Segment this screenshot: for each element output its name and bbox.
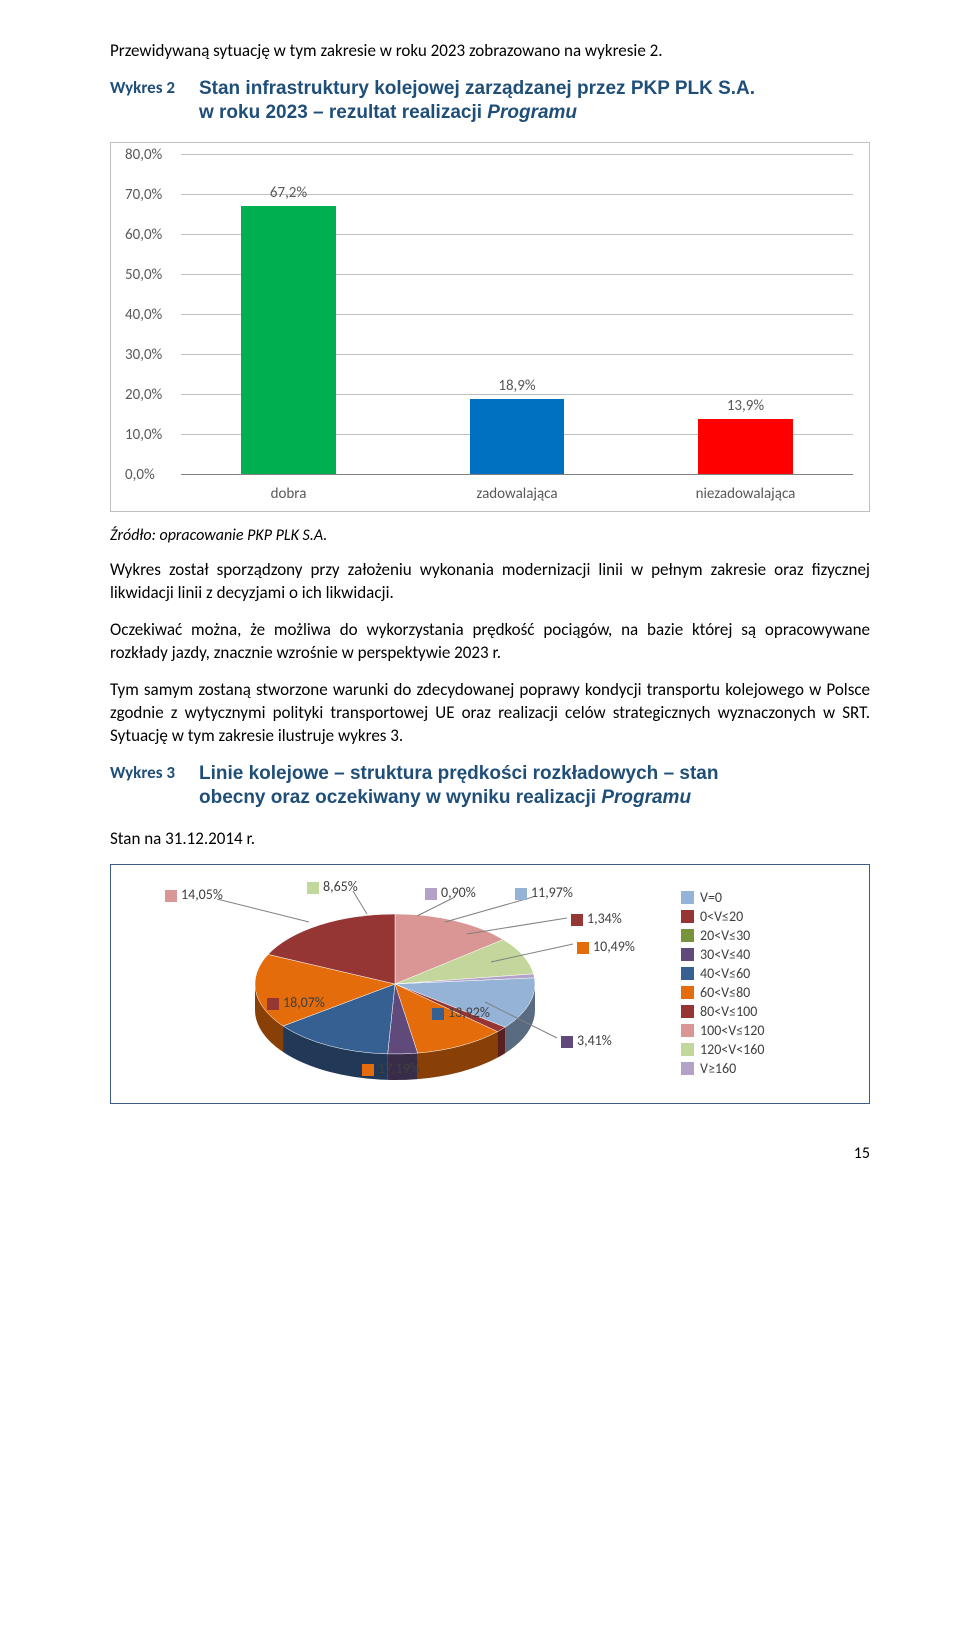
legend-item: 120<V<160 — [681, 1041, 831, 1058]
legend-item: 30<V≤40 — [681, 946, 831, 963]
wykres2-title-line1: Stan infrastruktury kolejowej zarządzane… — [199, 78, 755, 99]
pie-legend: V=0 0<V≤20 20<V≤30 30<V≤40 40<V≤60 60<V≤80 80<… — [681, 889, 831, 1079]
wykres2-header: Wykres 2 Stan infrastruktury kolejowej z… — [110, 77, 870, 125]
legend-item: 20<V≤30 — [681, 927, 831, 944]
bar-ytick: 30,0% — [125, 346, 162, 364]
legend-item: V≥160 — [681, 1060, 831, 1077]
para3: Tym samym zostaną stworzone warunki do z… — [110, 679, 870, 748]
bar-ytick: 50,0% — [125, 266, 162, 284]
bar-category-label: zadowalająca — [476, 485, 557, 503]
bar: 67,2% — [241, 206, 335, 475]
pie-label: 14,05% — [165, 886, 223, 903]
bar-ytick: 40,0% — [125, 306, 162, 324]
pie-label: 1,34% — [571, 910, 622, 927]
legend-item: 40<V≤60 — [681, 965, 831, 982]
bar: 18,9% — [470, 399, 564, 475]
legend-item: 0<V≤20 — [681, 908, 831, 925]
bar-ytick: 60,0% — [125, 226, 162, 244]
wykres3-label: Wykres 3 — [110, 762, 175, 810]
pie-label: 10,49% — [577, 938, 635, 955]
intro-text: Przewidywaną sytuację w tym zakresie w r… — [110, 40, 870, 63]
pie-label: 0,90% — [425, 884, 476, 901]
pie-label: 3,41% — [561, 1032, 612, 1049]
bar-category-label: niezadowalająca — [696, 485, 796, 503]
para1: Wykres został sporządzony przy założeniu… — [110, 559, 870, 605]
bar-chart: 0,0% 10,0% 20,0% 30,0% 40,0% 50,0% 60,0% 70,0% 8… — [110, 142, 870, 512]
wykres2-title: Stan infrastruktury kolejowej zarządzane… — [199, 77, 755, 125]
source-text: Źródło: opracowanie PKP PLK S.A. — [110, 526, 870, 545]
pie-heading: Stan na 31.12.2014 r. — [110, 828, 870, 851]
pie-label: 17,19% — [362, 1060, 420, 1077]
bar-ytick: 10,0% — [125, 426, 162, 444]
bar-ytick: 70,0% — [125, 186, 162, 204]
wykres3-title-line2a: obecny oraz oczekiwany w wyniku realizac… — [199, 787, 601, 808]
pie-label: 11,97% — [515, 884, 573, 901]
wykres3-title-line2b: Programu — [601, 787, 691, 808]
bar-ytick: 0,0% — [125, 466, 155, 484]
bar-value-label: 67,2% — [241, 184, 335, 202]
wykres3-header: Wykres 3 Linie kolejowe – struktura pręd… — [110, 762, 870, 810]
wykres2-label: Wykres 2 — [110, 77, 175, 125]
para2: Oczekiwać można, że możliwa do wykorzyst… — [110, 619, 870, 665]
legend-item: V=0 — [681, 889, 831, 906]
pie-label: 13,92% — [432, 1004, 490, 1021]
wykres3-title-line1: Linie kolejowe – struktura prędkości roz… — [199, 763, 719, 784]
wykres3-title: Linie kolejowe – struktura prędkości roz… — [199, 762, 719, 810]
page-number: 15 — [110, 1144, 870, 1163]
bar-ytick: 80,0% — [125, 146, 162, 164]
pie-label: 8,65% — [307, 878, 358, 895]
bar-value-label: 13,9% — [698, 397, 792, 415]
pie-chart: 14,05% 8,65% 0,90% 11,97% 1,34% 10,49% 3,41% 13… — [110, 864, 870, 1104]
bar-category-label: dobra — [271, 485, 307, 503]
bar: 13,9% — [698, 419, 792, 475]
bar-value-label: 18,9% — [470, 377, 564, 395]
legend-item: 60<V≤80 — [681, 984, 831, 1001]
bar-ytick: 20,0% — [125, 386, 162, 404]
legend-item: 100<V≤120 — [681, 1022, 831, 1039]
wykres2-title-line2b: Programu — [487, 102, 577, 123]
pie-label: 18,07% — [267, 994, 325, 1011]
wykres2-title-line2a: w roku 2023 – rezultat realizacji — [199, 102, 487, 123]
legend-item: 80<V≤100 — [681, 1003, 831, 1020]
